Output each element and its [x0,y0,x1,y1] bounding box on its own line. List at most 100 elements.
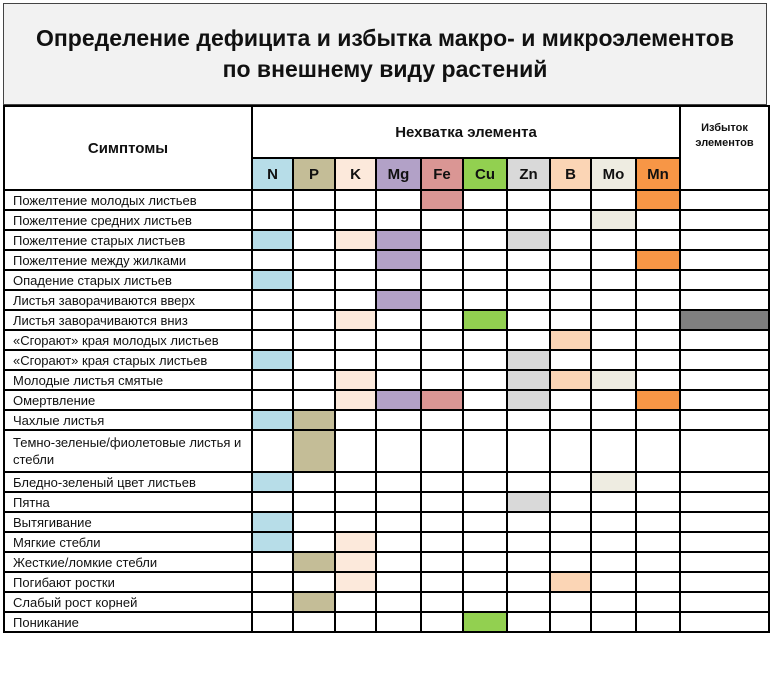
cell-k [334,389,377,411]
cell-k [334,551,377,573]
cell-mo [590,389,637,411]
cell-k [334,309,377,331]
cell-mo [590,511,637,533]
cell-p [292,511,336,533]
cell-cu [462,531,508,553]
cell-zn [506,389,551,411]
cell-cu [462,571,508,593]
cell-excess [679,471,770,493]
cell-mg [375,389,422,411]
cell-p [292,429,336,473]
cell-k [334,409,377,431]
cell-fe [420,409,464,431]
cell-b [549,209,592,231]
cell-mg [375,551,422,573]
cell-mn [634,369,682,391]
symptoms-header: Симптомы [3,105,253,191]
cell-p [292,471,336,493]
cell-cu [462,349,508,371]
cell-b [549,389,592,411]
cell-b [549,409,592,431]
cell-zn [506,349,551,371]
table-row: Листья заворачиваются вниз [3,309,770,331]
cell-zn [506,591,551,613]
cell-p [292,531,336,553]
cell-mo [590,491,637,513]
cell-fe [420,531,464,553]
cell-cu [462,329,508,351]
symptom-cell: Темно-зеленые/фиолетовые листья и стебли [3,429,253,473]
cell-excess [679,429,770,473]
cell-b [549,329,592,351]
cell-mg [375,349,422,371]
cell-n [251,491,294,513]
cell-zn [506,229,551,251]
cell-mg [375,289,422,311]
cell-excess [679,551,770,573]
cell-mo [590,591,637,613]
element-header-n: N [251,157,294,191]
symptom-cell: «Сгорают» края старых листьев [3,349,253,371]
symptom-cell: Пожелтение средних листьев [3,209,253,231]
cell-mo [590,329,637,351]
title-line-2: по внешнему виду растений [222,56,548,82]
cell-zn [506,491,551,513]
cell-b [549,531,592,553]
cell-excess [679,511,770,533]
cell-k [334,571,377,593]
cell-mn [634,189,682,211]
cell-p [292,591,336,613]
element-header-fe: Fe [420,157,464,191]
cell-excess [679,329,770,351]
cell-p [292,409,336,431]
table-row: «Сгорают» края молодых листьев [3,329,770,351]
cell-n [251,591,294,613]
cell-cu [462,189,508,211]
cell-zn [506,429,551,473]
cell-n [251,309,294,331]
cell-fe [420,389,464,411]
cell-fe [420,309,464,331]
cell-b [549,309,592,331]
table-row: Молодые листья смятые [3,369,770,391]
cell-mg [375,531,422,553]
table-row: Бледно-зеленый цвет листьев [3,471,770,493]
cell-mo [590,289,637,311]
cell-zn [506,249,551,271]
cell-fe [420,471,464,493]
cell-cu [462,491,508,513]
cell-p [292,389,336,411]
cell-mg [375,369,422,391]
cell-mg [375,471,422,493]
cell-p [292,309,336,331]
cell-zn [506,329,551,351]
cell-k [334,471,377,493]
cell-k [334,189,377,211]
symptom-cell: Слабый рост корней [3,591,253,613]
symptom-cell: Молодые листья смятые [3,369,253,391]
cell-excess [679,349,770,371]
element-header-k: K [334,157,377,191]
cell-mg [375,511,422,533]
cell-cu [462,269,508,291]
cell-mg [375,229,422,251]
cell-cu [462,229,508,251]
cell-mo [590,249,637,271]
cell-mn [634,471,682,493]
cell-fe [420,289,464,311]
cell-n [251,329,294,351]
excess-header: Избыток элементов [679,105,770,191]
cell-excess [679,591,770,613]
cell-p [292,209,336,231]
cell-mo [590,571,637,593]
cell-mg [375,409,422,431]
cell-p [292,189,336,211]
cell-excess [679,369,770,391]
cell-mg [375,189,422,211]
cell-mo [590,369,637,391]
cell-cu [462,249,508,271]
symptom-cell: Опадение старых листьев [3,269,253,291]
cell-cu [462,209,508,231]
cell-k [334,511,377,533]
